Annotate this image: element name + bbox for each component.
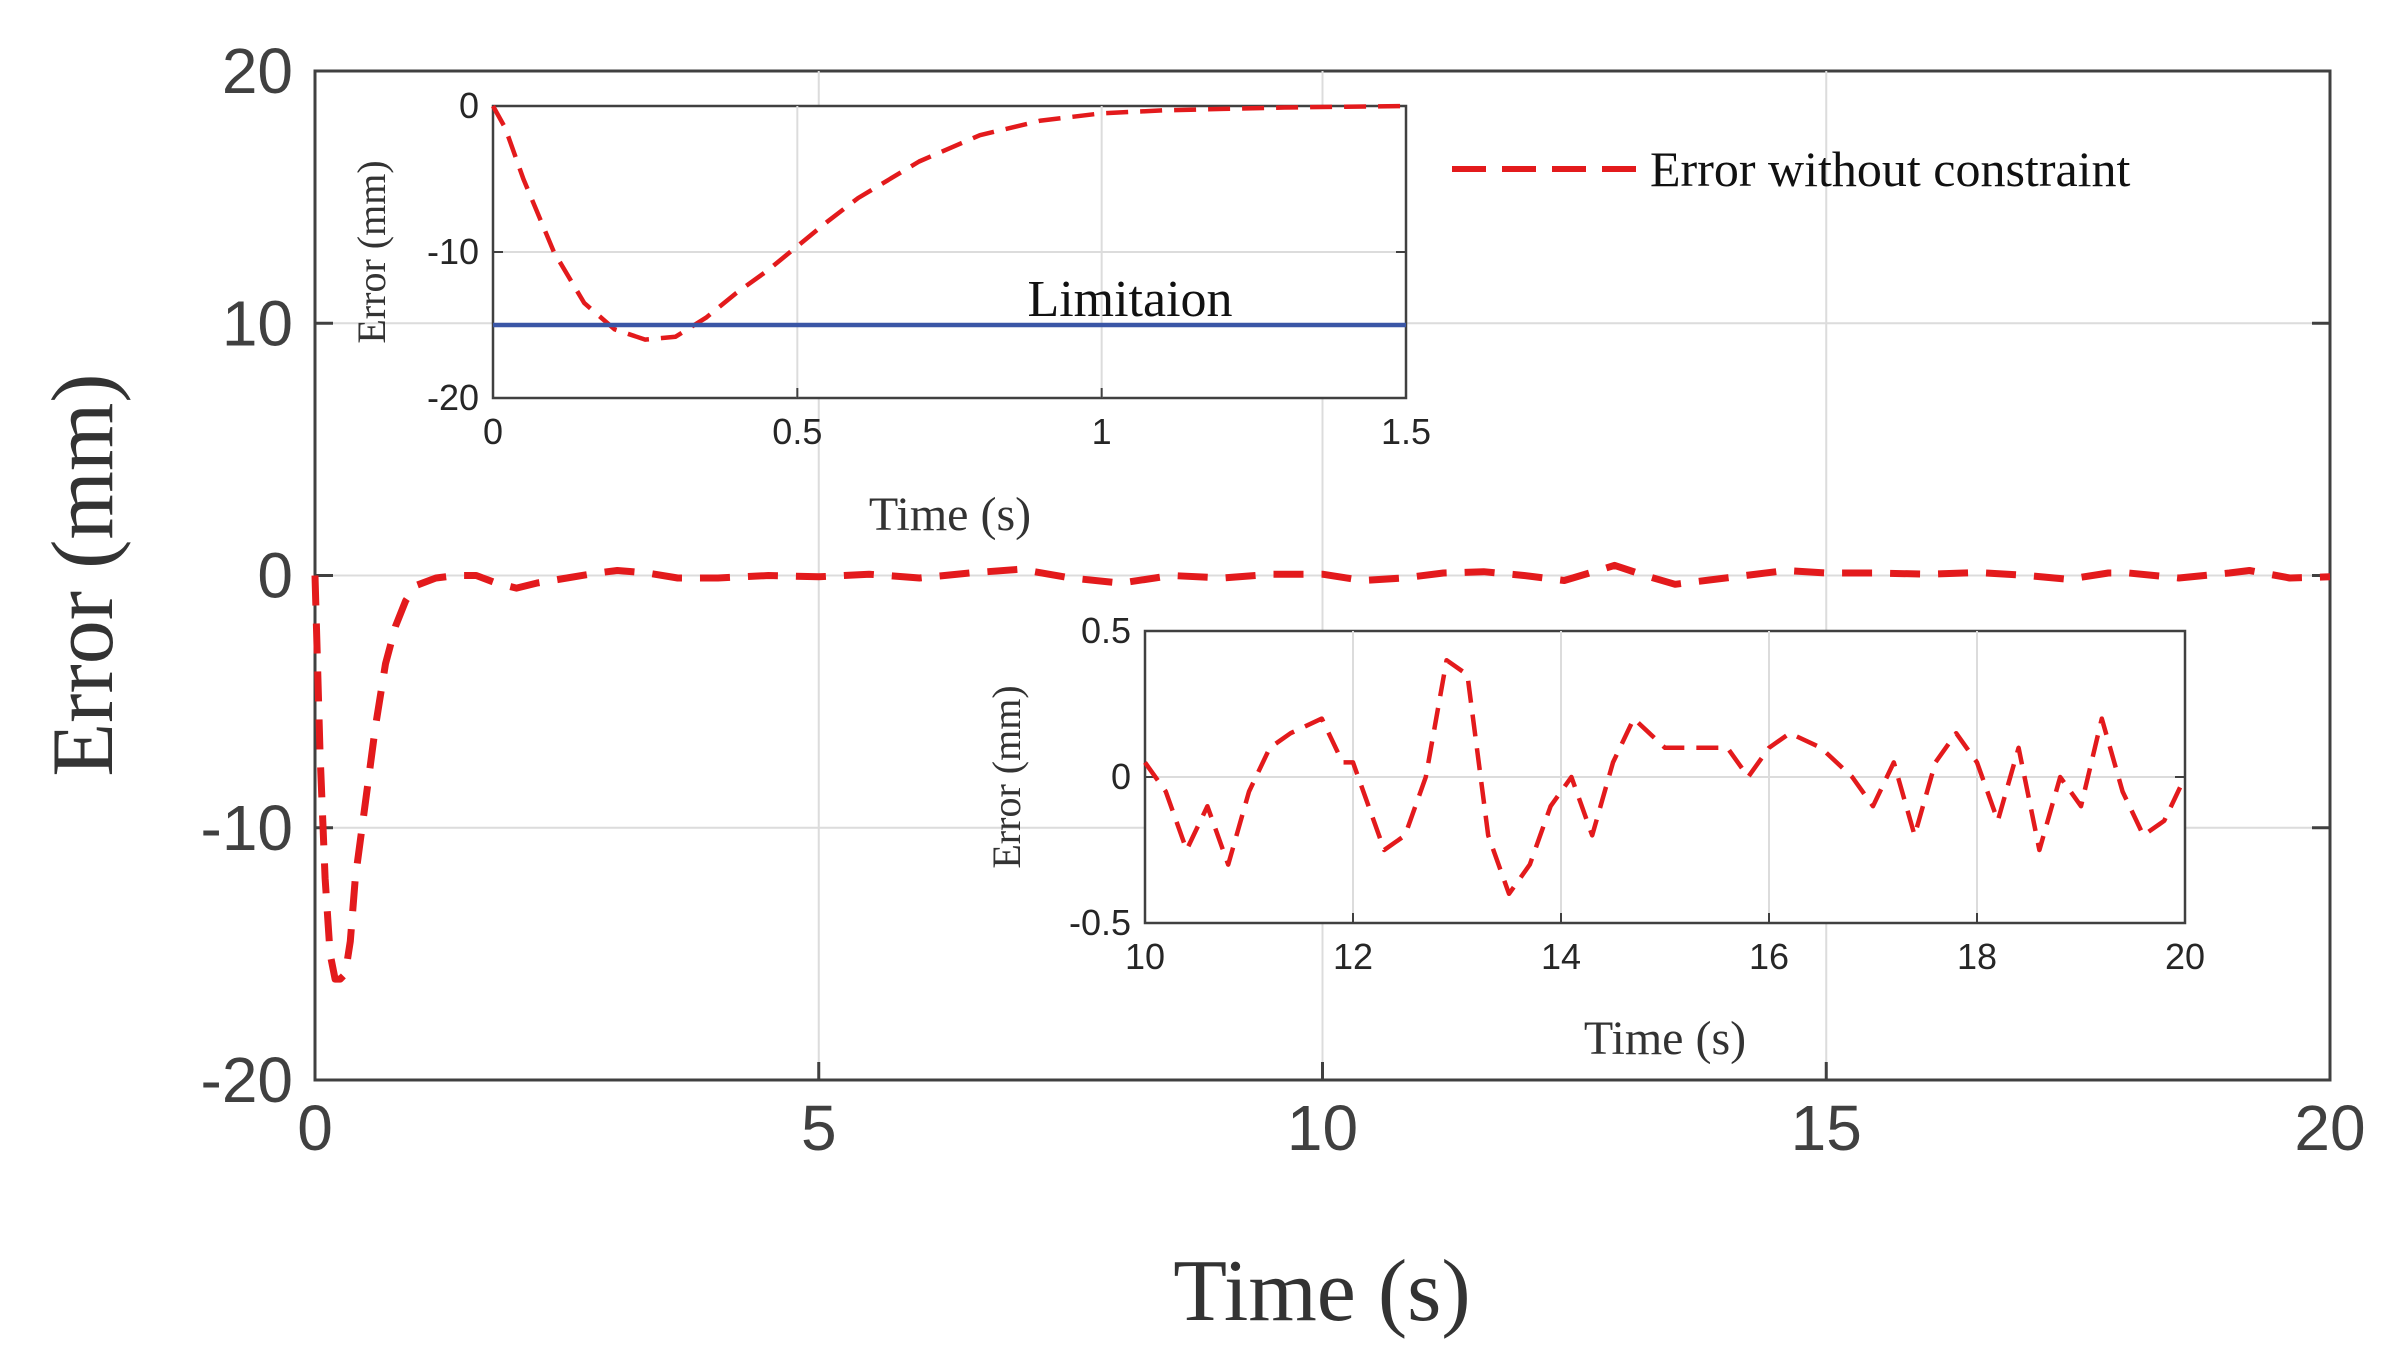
- x-tick-label: 15: [1791, 1092, 1862, 1164]
- limitation-annotation: Limitaion: [1027, 271, 1232, 328]
- y-tick-label: -20: [427, 377, 479, 418]
- error-series-line: [311, 561, 2331, 983]
- x-tick-label: 1.5: [1381, 411, 1431, 452]
- inset-chart-startup: 0 0.5 1 1.5 -20 -10 0 Limitaion Time (s) Error…: [349, 85, 1431, 541]
- y-tick-label: 20: [222, 35, 293, 107]
- main-y-axis-label: Error (mm): [35, 373, 132, 776]
- y-tick-label: 10: [222, 287, 293, 359]
- inset1-grid: [492, 105, 1407, 399]
- x-tick-label: 10: [1287, 1092, 1358, 1164]
- main-series-layer: [311, 561, 2331, 983]
- legend: Error without constraint: [1452, 141, 2131, 197]
- inset1-tick-labels: 0 0.5 1 1.5 -20 -10 0: [427, 85, 1431, 452]
- x-tick-label: 20: [2165, 936, 2205, 977]
- y-tick-label: -10: [427, 231, 479, 272]
- x-tick-label: 0: [297, 1092, 333, 1164]
- y-tick-label: 0: [459, 85, 479, 126]
- inset2-series-layer: [1143, 657, 2188, 897]
- y-tick-label: 0: [257, 540, 293, 612]
- inset1-series-layer: [491, 103, 1407, 342]
- x-tick-label: 16: [1749, 936, 1789, 977]
- x-tick-label: 12: [1333, 936, 1373, 977]
- x-tick-label: 5: [801, 1092, 837, 1164]
- inset2-x-axis-label: Time (s): [1584, 1012, 1746, 1065]
- legend-entry: Error without constraint: [1650, 141, 2131, 197]
- x-tick-label: 0: [483, 411, 503, 452]
- inset-chart-steady-state: 10 12 14 16 18 20 -0.5 0 0.5 Time (s) Error (mm): [984, 610, 2205, 1065]
- main-x-axis-label: Time (s): [1173, 1243, 1470, 1340]
- inset1-x-axis-label: Time (s): [869, 488, 1031, 541]
- x-tick-label: 18: [1957, 936, 1997, 977]
- x-tick-label: 20: [2294, 1092, 2365, 1164]
- x-tick-label: 1: [1092, 411, 1112, 452]
- y-tick-label: -10: [201, 792, 294, 864]
- y-tick-label: 0.5: [1081, 610, 1131, 651]
- inset2-tick-labels: 10 12 14 16 18 20 -0.5 0 0.5: [1069, 610, 2205, 977]
- x-tick-label: 0.5: [772, 411, 822, 452]
- x-tick-label: 10: [1125, 936, 1165, 977]
- y-tick-label: -0.5: [1069, 902, 1131, 943]
- inset1-y-axis-label: Error (mm): [349, 160, 394, 343]
- y-tick-label: 0: [1111, 756, 1131, 797]
- y-tick-label: -20: [201, 1044, 294, 1116]
- error-series-line: [1143, 657, 2188, 897]
- error-series-line: [491, 103, 1407, 342]
- inset2-y-axis-label: Error (mm): [984, 685, 1029, 868]
- x-tick-label: 14: [1541, 936, 1581, 977]
